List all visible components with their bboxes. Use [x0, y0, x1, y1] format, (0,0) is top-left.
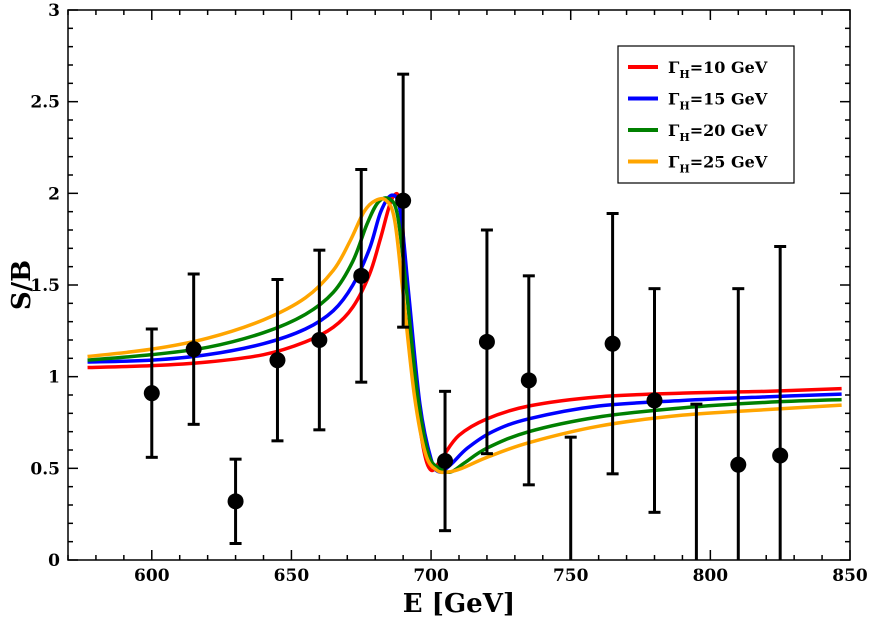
- data-point: [604, 335, 621, 352]
- data-point: [143, 385, 160, 402]
- y-tick-label: 2: [48, 184, 60, 204]
- x-tick-label: 800: [693, 566, 729, 586]
- data-point: [772, 447, 789, 464]
- data-point: [478, 333, 495, 350]
- legend-label-2: ΓH=15 GeV: [668, 90, 768, 113]
- x-tick-label: 750: [553, 566, 589, 586]
- y-tick-label: 0: [48, 551, 60, 571]
- y-tick-label: 3: [48, 1, 60, 21]
- data-point: [353, 267, 370, 284]
- x-axis-title: E [GeV]: [403, 589, 515, 619]
- x-tick-label: 850: [832, 566, 868, 586]
- data-point: [730, 456, 747, 473]
- y-tick-label: 2.5: [30, 93, 60, 113]
- x-tick-label: 650: [274, 566, 310, 586]
- x-tick-label: 700: [413, 566, 449, 586]
- legend-label-4: ΓH=25 GeV: [668, 153, 768, 176]
- data-point: [269, 352, 286, 369]
- data-points: [143, 192, 789, 510]
- y-axis-title: S/B: [7, 260, 37, 310]
- legend-label-1: ΓH=10 GeV: [668, 58, 768, 81]
- legend: ΓH=10 GeV ΓH=15 GeV ΓH=20 GeV ΓH=25 GeV: [617, 45, 795, 184]
- legend-label-3: ΓH=20 GeV: [668, 121, 768, 144]
- data-point: [185, 341, 202, 358]
- y-tick-label: 1: [48, 368, 60, 388]
- series-line-4: [87, 196, 842, 475]
- y-tick-label: 0.5: [30, 459, 60, 479]
- theory-curves: [87, 191, 842, 475]
- series-line-1: [87, 191, 842, 473]
- y-tick-label: 1.5: [30, 276, 60, 296]
- data-point: [395, 192, 412, 209]
- series-line-3: [87, 196, 842, 474]
- data-point: [227, 493, 244, 510]
- data-point: [520, 372, 537, 389]
- data-point: [437, 453, 454, 469]
- axis-tick-labels: 600 650 700 750 800 850 0 0.5 1 1.5 2 2.5 3: [30, 1, 867, 586]
- x-tick-label: 600: [134, 566, 170, 586]
- data-point: [311, 332, 328, 348]
- data-point: [646, 392, 663, 409]
